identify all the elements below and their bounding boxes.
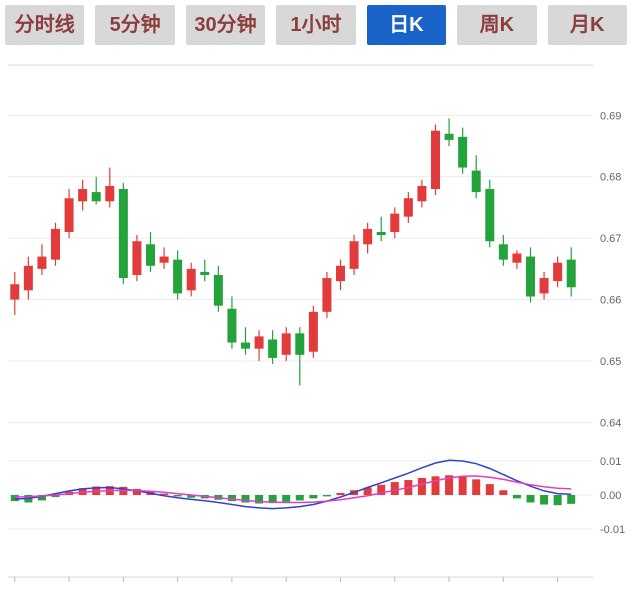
price-axis-label: 0.68 (600, 172, 621, 184)
macd-axis-label: 0.01 (600, 456, 621, 468)
tab-daily-k[interactable]: 日K (366, 5, 447, 45)
price-axis-label: 0.69 (600, 110, 621, 122)
chart-area[interactable]: 0.69 0.68 0.67 0.66 0.65 0.64 0.01 0.00 -0.01 (0, 50, 632, 587)
tab-monthly-k[interactable]: 月K (547, 5, 627, 45)
price-chart-svg[interactable]: 0.69 0.68 0.67 0.66 0.65 0.64 0.01 0.00 -0.01 (0, 50, 632, 587)
tab-timeline[interactable]: 分时线 (5, 5, 85, 45)
macd-axis: 0.01 0.00 -0.01 (600, 456, 625, 536)
tab-5min[interactable]: 5分钟 (95, 5, 175, 45)
price-axis-label: 0.66 (600, 295, 621, 307)
tab-30min[interactable]: 30分钟 (185, 5, 266, 45)
macd-axis-label: -0.01 (600, 524, 625, 536)
candlestick-series (10, 118, 576, 386)
price-axis-label: 0.64 (600, 417, 621, 429)
tab-weekly-k[interactable]: 周K (457, 5, 537, 45)
dif-line (14, 459, 572, 510)
price-axis: 0.69 0.68 0.67 0.66 0.65 0.64 (600, 110, 621, 429)
tab-1hour[interactable]: 1小时 (276, 5, 356, 45)
price-axis-label: 0.65 (600, 356, 621, 368)
dea-line (14, 475, 572, 504)
time-axis (8, 576, 593, 582)
macd-histogram (10, 475, 576, 506)
price-axis-label: 0.67 (600, 233, 621, 245)
grid-lines (8, 64, 593, 530)
interval-tab-bar: 分时线 5分钟 30分钟 1小时 日K 周K 月K (0, 0, 632, 50)
macd-axis-label: 0.00 (600, 490, 621, 502)
